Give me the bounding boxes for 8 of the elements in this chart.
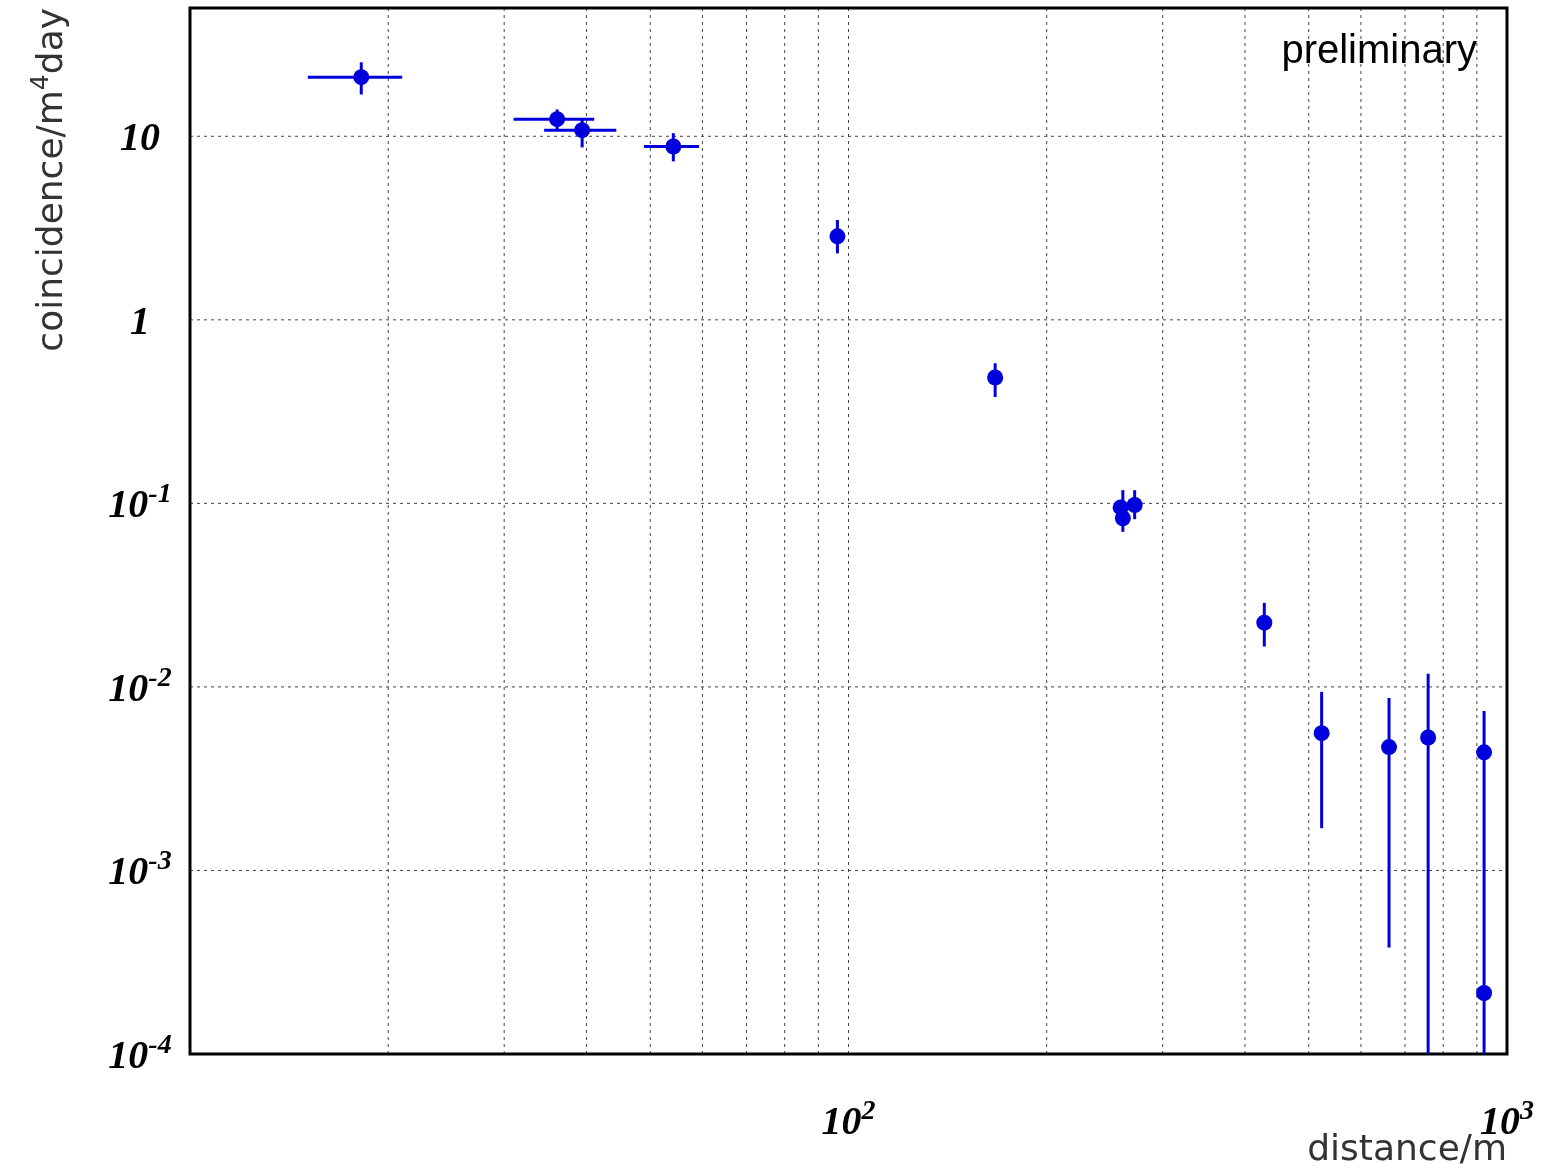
y-tick-label: 10 [120,114,160,160]
y-tick-label: 10$^{-2}$ [108,660,172,710]
y-tick-label: 10$^{-3}$ [108,843,172,894]
y-tick-label: 1 [130,297,150,343]
annotation: preliminary [1281,27,1477,71]
y-tick-label: 10$^{-4}$ [108,1027,172,1077]
y-tick-label: 10$^{-1}$ [108,476,172,527]
x-tick-label: 10$^{2}$ [821,1093,876,1143]
